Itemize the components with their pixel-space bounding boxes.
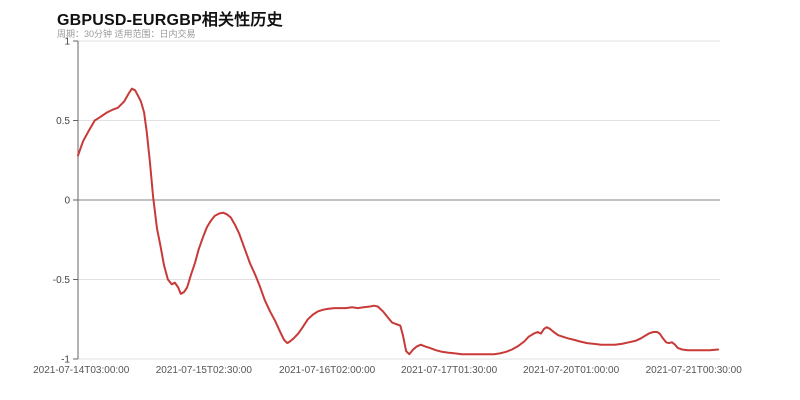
x-tick-label: 2021-07-17T01:30:00: [401, 365, 498, 376]
y-tick-label: 0: [64, 196, 70, 207]
correlation-line: [77, 87, 720, 356]
y-tick-label: 0.5: [56, 116, 70, 127]
x-tick-label: 2021-07-20T01:00:00: [523, 365, 620, 376]
y-tick-label: -0.5: [53, 275, 71, 286]
x-tick-label: 2021-07-14T03:00:00: [33, 365, 130, 376]
x-tick-label: 2021-07-21T00:30:00: [646, 365, 743, 376]
chart-subtitle: 周期：30分钟 适用范围：日内交易: [57, 29, 196, 39]
x-tick-label: 2021-07-16T02:00:00: [279, 365, 376, 376]
y-tick-label: 1: [64, 37, 70, 48]
x-tick-label: 2021-07-15T02:30:00: [156, 365, 253, 376]
y-tick-label: -1: [61, 355, 70, 366]
chart-title: GBPUSD-EURGBP相关性历史: [57, 12, 283, 29]
